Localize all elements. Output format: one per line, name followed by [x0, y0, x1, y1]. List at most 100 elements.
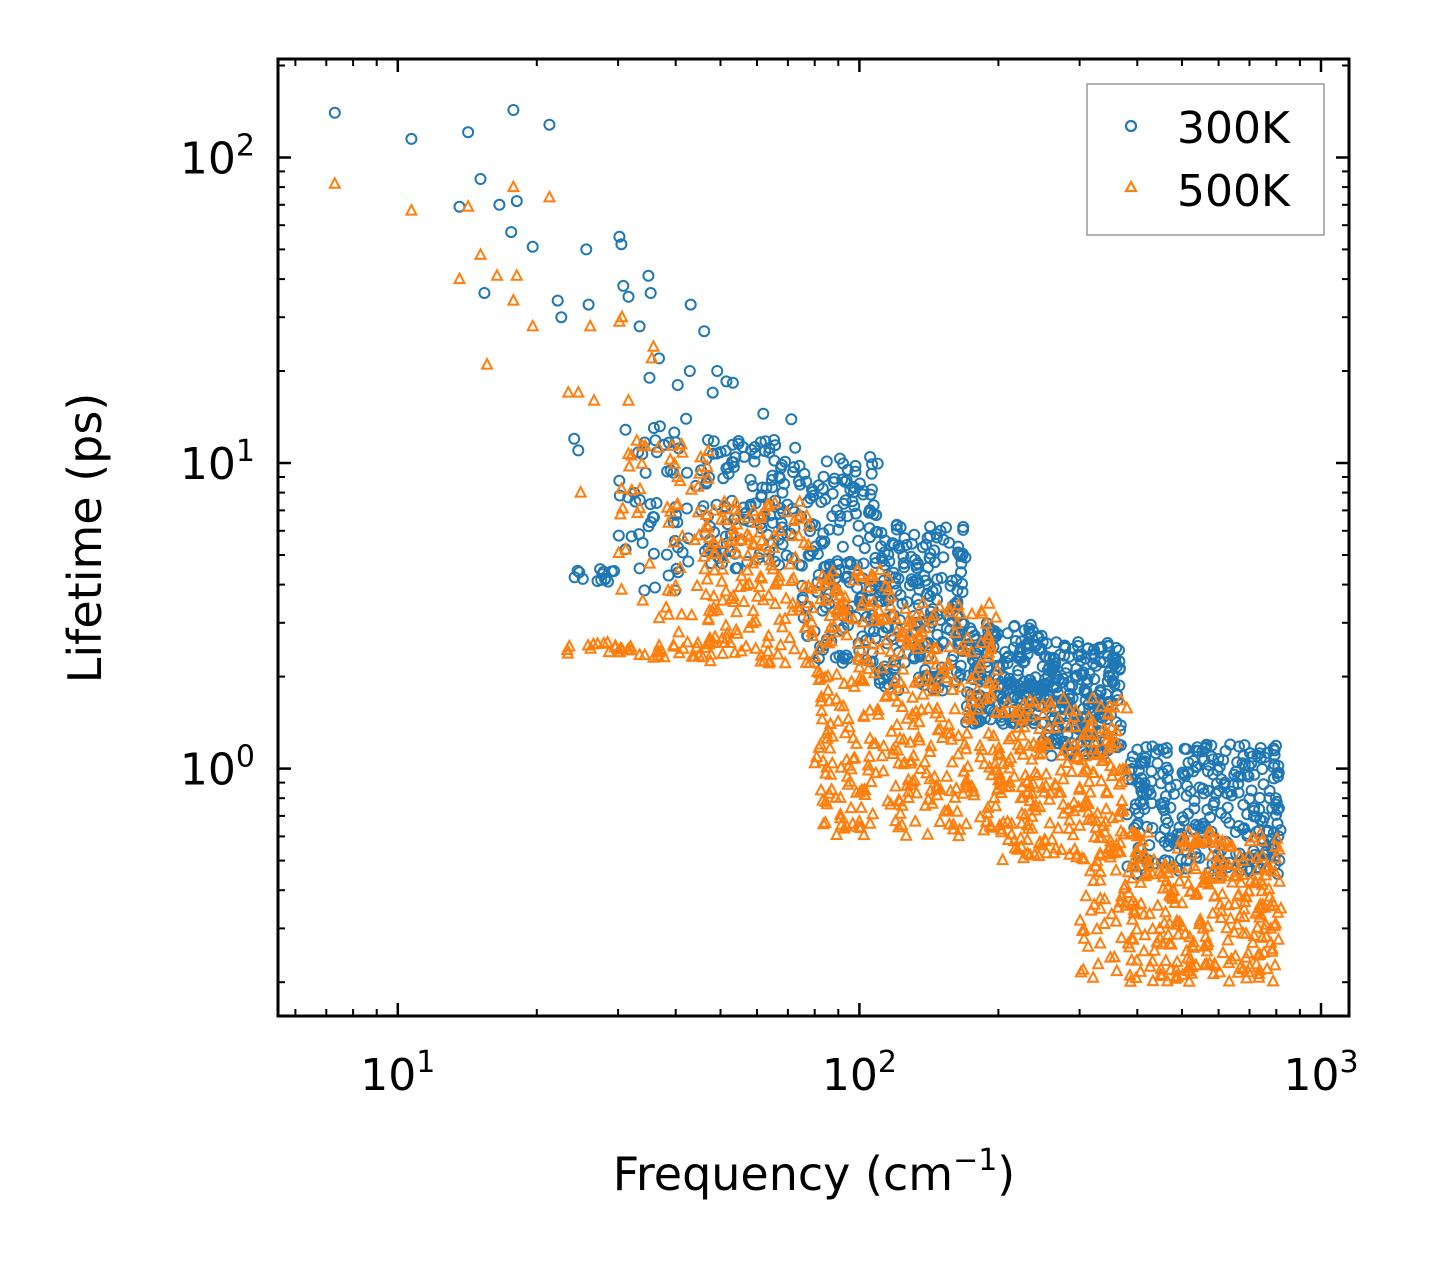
data-point-500K	[783, 630, 797, 644]
data-point-500K	[1193, 912, 1207, 925]
data-point-500K	[926, 608, 941, 621]
data-point-300K	[785, 413, 798, 426]
data-point-300K	[1227, 779, 1240, 792]
data-point-500K	[1103, 846, 1117, 860]
data-point-300K	[748, 455, 761, 468]
data-point-500K	[873, 562, 887, 576]
data-point-500K	[1268, 864, 1282, 877]
data-point-300K	[1038, 678, 1051, 691]
data-point-500K	[878, 578, 893, 592]
data-point-500K	[715, 592, 730, 606]
data-point-300K	[997, 717, 1010, 730]
data-point-300K	[928, 544, 941, 557]
data-point-500K	[690, 578, 704, 591]
data-point-500K	[328, 176, 342, 189]
data-point-500K	[960, 780, 974, 793]
data-point-500K	[707, 635, 721, 648]
data-point-500K	[970, 682, 984, 695]
data-point-300K	[1191, 741, 1204, 754]
data-point-500K	[914, 761, 928, 774]
data-point-300K	[1107, 669, 1120, 682]
data-point-500K	[1016, 790, 1030, 803]
data-point-300K	[811, 548, 824, 560]
data-point-500K	[1127, 902, 1141, 916]
data-point-500K	[933, 721, 947, 735]
data-point-500K	[827, 582, 842, 596]
data-point-300K	[889, 577, 902, 590]
data-point-500K	[863, 731, 877, 744]
data-point-500K	[991, 772, 1006, 786]
data-point-500K	[950, 616, 964, 629]
data-point-300K	[807, 489, 820, 502]
data-point-300K	[680, 412, 693, 425]
data-point-300K	[644, 498, 657, 511]
data-point-500K	[916, 686, 930, 700]
data-point-500K	[1120, 700, 1134, 714]
data-point-300K	[876, 554, 889, 567]
data-point-500K	[995, 705, 1009, 719]
data-point-500K	[728, 501, 743, 515]
data-point-500K	[894, 675, 908, 689]
data-point-500K	[792, 511, 806, 524]
data-point-500K	[814, 693, 828, 707]
data-point-500K	[891, 819, 906, 833]
data-point-300K	[1230, 765, 1242, 778]
data-point-500K	[822, 635, 836, 649]
data-point-300K	[1220, 811, 1232, 824]
data-point-500K	[1146, 973, 1160, 987]
data-point-500K	[1001, 695, 1015, 708]
data-point-500K	[824, 633, 838, 647]
data-point-500K	[752, 579, 766, 593]
data-point-300K	[1162, 839, 1175, 852]
data-point-500K	[817, 576, 832, 590]
data-point-500K	[1060, 755, 1075, 768]
data-point-300K	[820, 455, 833, 468]
data-point-500K	[831, 624, 846, 638]
data-point-500K	[633, 481, 647, 495]
data-point-500K	[720, 625, 734, 639]
data-point-300K	[619, 423, 632, 436]
data-point-500K	[911, 729, 926, 743]
data-point-500K	[1107, 699, 1121, 713]
data-point-300K	[816, 537, 829, 550]
data-point-500K	[1201, 824, 1216, 838]
data-point-500K	[924, 738, 938, 752]
data-point-500K	[724, 591, 738, 604]
data-point-500K	[1166, 891, 1180, 904]
data-point-500K	[1073, 912, 1087, 926]
data-point-300K	[834, 509, 847, 522]
data-point-500K	[624, 447, 639, 461]
data-point-300K	[826, 487, 839, 500]
data-point-500K	[737, 594, 751, 607]
data-point-500K	[542, 189, 557, 203]
data-point-500K	[739, 638, 753, 652]
data-point-300K	[951, 595, 964, 608]
data-point-500K	[1008, 705, 1022, 718]
data-point-500K	[778, 611, 792, 624]
data-point-500K	[1021, 845, 1035, 859]
data-point-500K	[1241, 945, 1255, 959]
data-point-500K	[506, 179, 521, 193]
data-point-300K	[919, 574, 932, 587]
data-point-500K	[1044, 699, 1058, 713]
data-point-500K	[618, 541, 633, 555]
data-point-500K	[630, 433, 644, 446]
data-point-500K	[1105, 720, 1119, 733]
data-point-500K	[1130, 828, 1144, 842]
data-point-500K	[665, 438, 679, 451]
data-point-300K	[671, 379, 684, 391]
data-point-500K	[1265, 941, 1279, 955]
data-point-500K	[942, 604, 957, 618]
data-point-500K	[1175, 895, 1189, 909]
data-point-300K	[869, 551, 882, 564]
data-point-500K	[1231, 888, 1245, 902]
data-point-300K	[832, 523, 845, 536]
data-point-300K	[1256, 763, 1269, 775]
data-point-300K	[875, 526, 888, 539]
data-point-500K	[661, 607, 676, 620]
data-point-300K	[897, 550, 910, 563]
legend-300k-label: 300K	[1177, 103, 1291, 154]
data-point-500K	[1123, 974, 1138, 987]
data-point-500K	[819, 765, 833, 779]
data-point-500K	[1237, 909, 1251, 922]
